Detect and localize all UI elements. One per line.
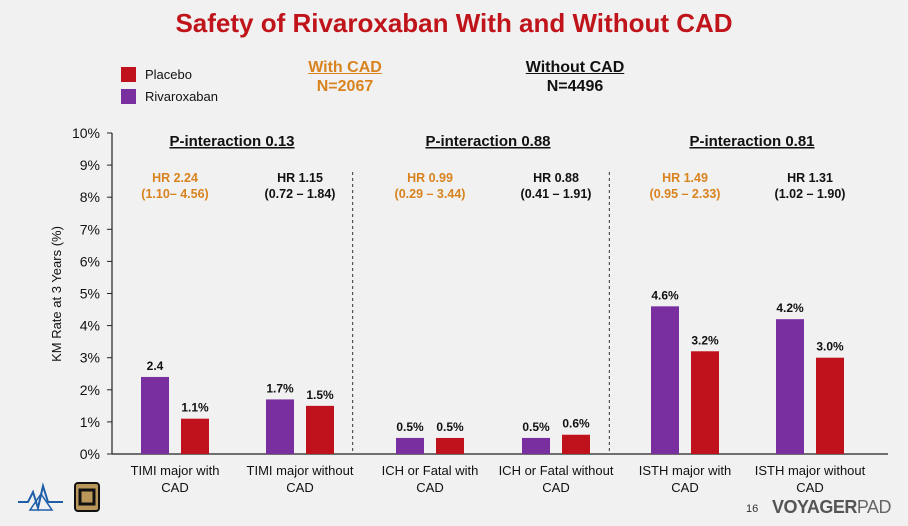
hr-ci-label: (0.29 – 3.44): [395, 187, 466, 201]
data-label-placebo: 3.2%: [691, 333, 719, 347]
bar-placebo: [562, 434, 590, 454]
hr-ci-label: (0.41 – 1.91): [521, 187, 592, 201]
x-category-label: ICH or Fatal without: [499, 463, 614, 478]
legend-label-rivaroxaban: Rivaroxaban: [145, 89, 218, 104]
data-label-placebo: 1.5%: [306, 388, 334, 402]
x-category-label: CAD: [796, 480, 823, 495]
legend-swatch-placebo: [121, 67, 136, 82]
data-label-placebo: 0.5%: [436, 420, 464, 434]
brand-pad: PAD: [856, 497, 892, 517]
bar-rivaroxaban: [266, 399, 294, 454]
bar-placebo: [816, 357, 844, 454]
y-tick-label: 5%: [80, 286, 100, 302]
with-cad-n: N=2067: [316, 78, 374, 95]
p-interaction-label: P-interaction 0.81: [689, 133, 814, 150]
y-tick-label: 1%: [80, 414, 100, 430]
bar-placebo: [306, 405, 334, 454]
hr-ci-label: (1.02 – 1.90): [775, 187, 846, 201]
hr-ci-label: (1.10– 4.56): [141, 187, 208, 201]
hr-label: HR 0.99: [407, 171, 453, 185]
bar-placebo: [436, 437, 464, 454]
y-tick-label: 10%: [72, 125, 100, 141]
y-tick-label: 6%: [80, 253, 100, 269]
hr-ci-label: (0.72 – 1.84): [265, 187, 336, 201]
data-label-rivaroxaban: 4.2%: [776, 301, 804, 315]
x-category-label: ISTH major with: [639, 463, 731, 478]
x-category-label: CAD: [671, 480, 698, 495]
data-label-rivaroxaban: 2.4: [147, 359, 164, 373]
brand-voyager: VOYAGER: [772, 497, 857, 517]
y-axis-label: KM Rate at 3 Years (%): [49, 226, 64, 362]
data-label-rivaroxaban: 4.6%: [651, 288, 679, 302]
bar-rivaroxaban: [522, 437, 550, 454]
data-label-placebo: 0.6%: [562, 417, 590, 431]
p-interaction-label: P-interaction 0.13: [169, 133, 294, 150]
hr-label: HR 2.24: [152, 171, 198, 185]
x-category-label: ISTH major without: [755, 463, 866, 478]
legend-label-placebo: Placebo: [145, 67, 192, 82]
bar-placebo: [181, 418, 209, 454]
voyager-pad-logo: VOYAGERPAD: [772, 497, 892, 518]
y-tick-label: 2%: [80, 382, 100, 398]
x-category-label: CAD: [416, 480, 443, 495]
group-without-cad: Without CAD N=4496: [505, 58, 645, 96]
without-cad-n: N=4496: [546, 78, 604, 95]
legend-item-rivaroxaban: Rivaroxaban: [121, 89, 218, 104]
y-tick-label: 4%: [80, 318, 100, 334]
hr-ci-label: (0.95 – 2.33): [650, 187, 721, 201]
p-interaction-label: P-interaction 0.88: [425, 133, 550, 150]
data-label-rivaroxaban: 0.5%: [522, 420, 550, 434]
bar-rivaroxaban: [396, 437, 424, 454]
x-category-label: ICH or Fatal with: [382, 463, 479, 478]
hr-label: HR 0.88: [533, 171, 579, 185]
with-cad-title: With CAD: [308, 59, 382, 76]
x-category-label: CAD: [286, 480, 313, 495]
bar-placebo: [691, 351, 719, 454]
hr-label: HR 1.15: [277, 171, 323, 185]
x-category-label: TIMI major with: [131, 463, 220, 478]
x-category-label: CAD: [161, 480, 188, 495]
y-tick-label: 9%: [80, 157, 100, 173]
legend-item-placebo: Placebo: [121, 67, 192, 82]
data-label-placebo: 3.0%: [816, 340, 844, 354]
y-tick-label: 7%: [80, 221, 100, 237]
bar-rivaroxaban: [141, 376, 169, 454]
page-number: 16: [746, 503, 759, 515]
data-label-placebo: 1.1%: [181, 401, 209, 415]
bar-rivaroxaban: [651, 306, 679, 454]
hr-label: HR 1.31: [787, 171, 833, 185]
y-tick-label: 3%: [80, 350, 100, 366]
hr-label: HR 1.49: [662, 171, 708, 185]
y-tick-label: 8%: [80, 189, 100, 205]
x-category-label: CAD: [542, 480, 569, 495]
chart-title: Safety of Rivaroxaban With and Without C…: [175, 8, 733, 38]
data-label-rivaroxaban: 0.5%: [396, 420, 424, 434]
x-category-label: TIMI major without: [247, 463, 354, 478]
without-cad-title: Without CAD: [525, 59, 625, 76]
legend-swatch-rivaroxaban: [121, 89, 136, 104]
cpc-logo: [18, 482, 63, 512]
cu-logo: [74, 482, 100, 512]
y-tick-label: 0%: [80, 446, 100, 462]
bar-rivaroxaban: [776, 319, 804, 454]
group-with-cad: With CAD N=2067: [290, 58, 400, 96]
data-label-rivaroxaban: 1.7%: [266, 381, 294, 395]
